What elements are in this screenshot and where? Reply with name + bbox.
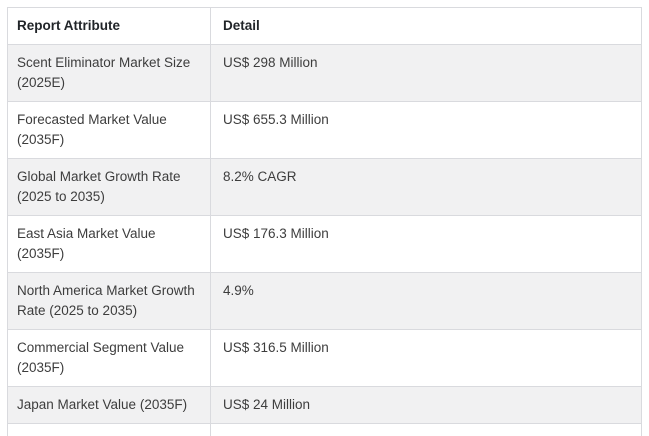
column-header-detail: Detail bbox=[210, 7, 642, 45]
table-row: Scent Eliminator Market Size (2025E) US$… bbox=[7, 44, 642, 102]
attribute-cell: Commercial Segment Value (2035F) bbox=[7, 329, 211, 387]
attribute-cell: Scent Eliminator Market Size (2025E) bbox=[7, 44, 211, 102]
attribute-cell: Key Companies Profiled bbox=[7, 423, 211, 436]
attribute-cell: Forecasted Market Value (2035F) bbox=[7, 101, 211, 159]
table-row: North America Market Growth Rate (2025 t… bbox=[7, 272, 642, 330]
table-row: Japan Market Value (2035F) US$ 24 Millio… bbox=[7, 386, 642, 424]
report-attributes-table: Report Attribute Detail Scent Eliminator… bbox=[7, 7, 642, 436]
table-row: Commercial Segment Value (2035F) US$ 316… bbox=[7, 329, 642, 387]
table-header: Report Attribute Detail bbox=[7, 7, 642, 45]
detail-cell: 8.2% CAGR bbox=[210, 158, 642, 216]
table-row: Key Companies Profiled Novozymes; Osaka … bbox=[7, 423, 642, 436]
attribute-cell: North America Market Growth Rate (2025 t… bbox=[7, 272, 211, 330]
detail-cell: US$ 316.5 Million bbox=[210, 329, 642, 387]
detail-cell: US$ 24 Million bbox=[210, 386, 642, 424]
attribute-cell: Global Market Growth Rate (2025 to 2035) bbox=[7, 158, 211, 216]
detail-cell: Novozymes; Osaka Gas Chemicals; Lethal; … bbox=[210, 423, 642, 436]
column-header-report-attribute: Report Attribute bbox=[7, 7, 211, 45]
table-row: Forecasted Market Value (2035F) US$ 655.… bbox=[7, 101, 642, 159]
table-body: Scent Eliminator Market Size (2025E) US$… bbox=[7, 44, 642, 436]
header-row: Report Attribute Detail bbox=[7, 7, 642, 45]
detail-cell: US$ 655.3 Million bbox=[210, 101, 642, 159]
detail-cell: 4.9% bbox=[210, 272, 642, 330]
detail-cell: US$ 176.3 Million bbox=[210, 215, 642, 273]
attribute-cell: Japan Market Value (2035F) bbox=[7, 386, 211, 424]
table-row: East Asia Market Value (2035F) US$ 176.3… bbox=[7, 215, 642, 273]
detail-cell: US$ 298 Million bbox=[210, 44, 642, 102]
table-row: Global Market Growth Rate (2025 to 2035)… bbox=[7, 158, 642, 216]
attribute-cell: East Asia Market Value (2035F) bbox=[7, 215, 211, 273]
